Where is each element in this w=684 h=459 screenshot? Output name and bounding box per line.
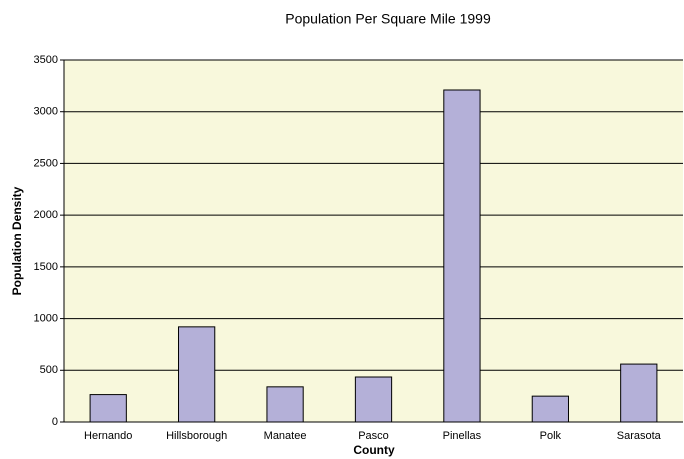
x-tick-label: Hernando [84, 430, 132, 442]
y-tick-label: 1500 [34, 261, 58, 273]
y-tick-label: 1000 [34, 312, 58, 324]
y-tick-label: 3000 [34, 106, 58, 118]
bar [89, 394, 127, 423]
y-tick-label: 2500 [34, 157, 58, 169]
y-tick-label: 500 [40, 364, 58, 376]
y-tick-label: 2000 [34, 209, 58, 221]
x-tick-label: Manatee [264, 430, 307, 442]
x-tick-label: Sarasota [617, 430, 662, 442]
plot-area [64, 60, 683, 422]
y-tick-label: 0 [52, 416, 58, 428]
chart-title: Population Per Square Mile 1999 [285, 11, 491, 27]
bar [178, 326, 216, 423]
x-axis-label: County [353, 443, 395, 457]
bar [354, 376, 393, 423]
bar [443, 89, 481, 423]
x-tick-label: Pinellas [443, 430, 482, 442]
bar [531, 395, 569, 423]
x-tick-label: Pasco [358, 430, 389, 442]
y-axis-label: Population Density [10, 186, 24, 295]
y-tick-label: 3500 [34, 54, 58, 66]
x-tick-label: Polk [540, 430, 562, 442]
bar [620, 363, 658, 423]
x-tick-label: Hillsborough [166, 430, 227, 442]
bar [266, 386, 304, 423]
